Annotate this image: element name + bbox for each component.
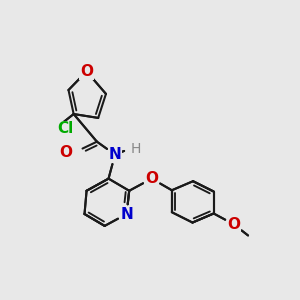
Text: N: N: [109, 147, 122, 162]
Text: H: H: [131, 142, 141, 156]
Text: O: O: [227, 217, 240, 232]
Text: N: N: [120, 206, 133, 221]
Text: Cl: Cl: [57, 121, 74, 136]
Text: O: O: [145, 171, 158, 186]
Text: O: O: [80, 64, 93, 79]
Text: O: O: [59, 145, 72, 160]
